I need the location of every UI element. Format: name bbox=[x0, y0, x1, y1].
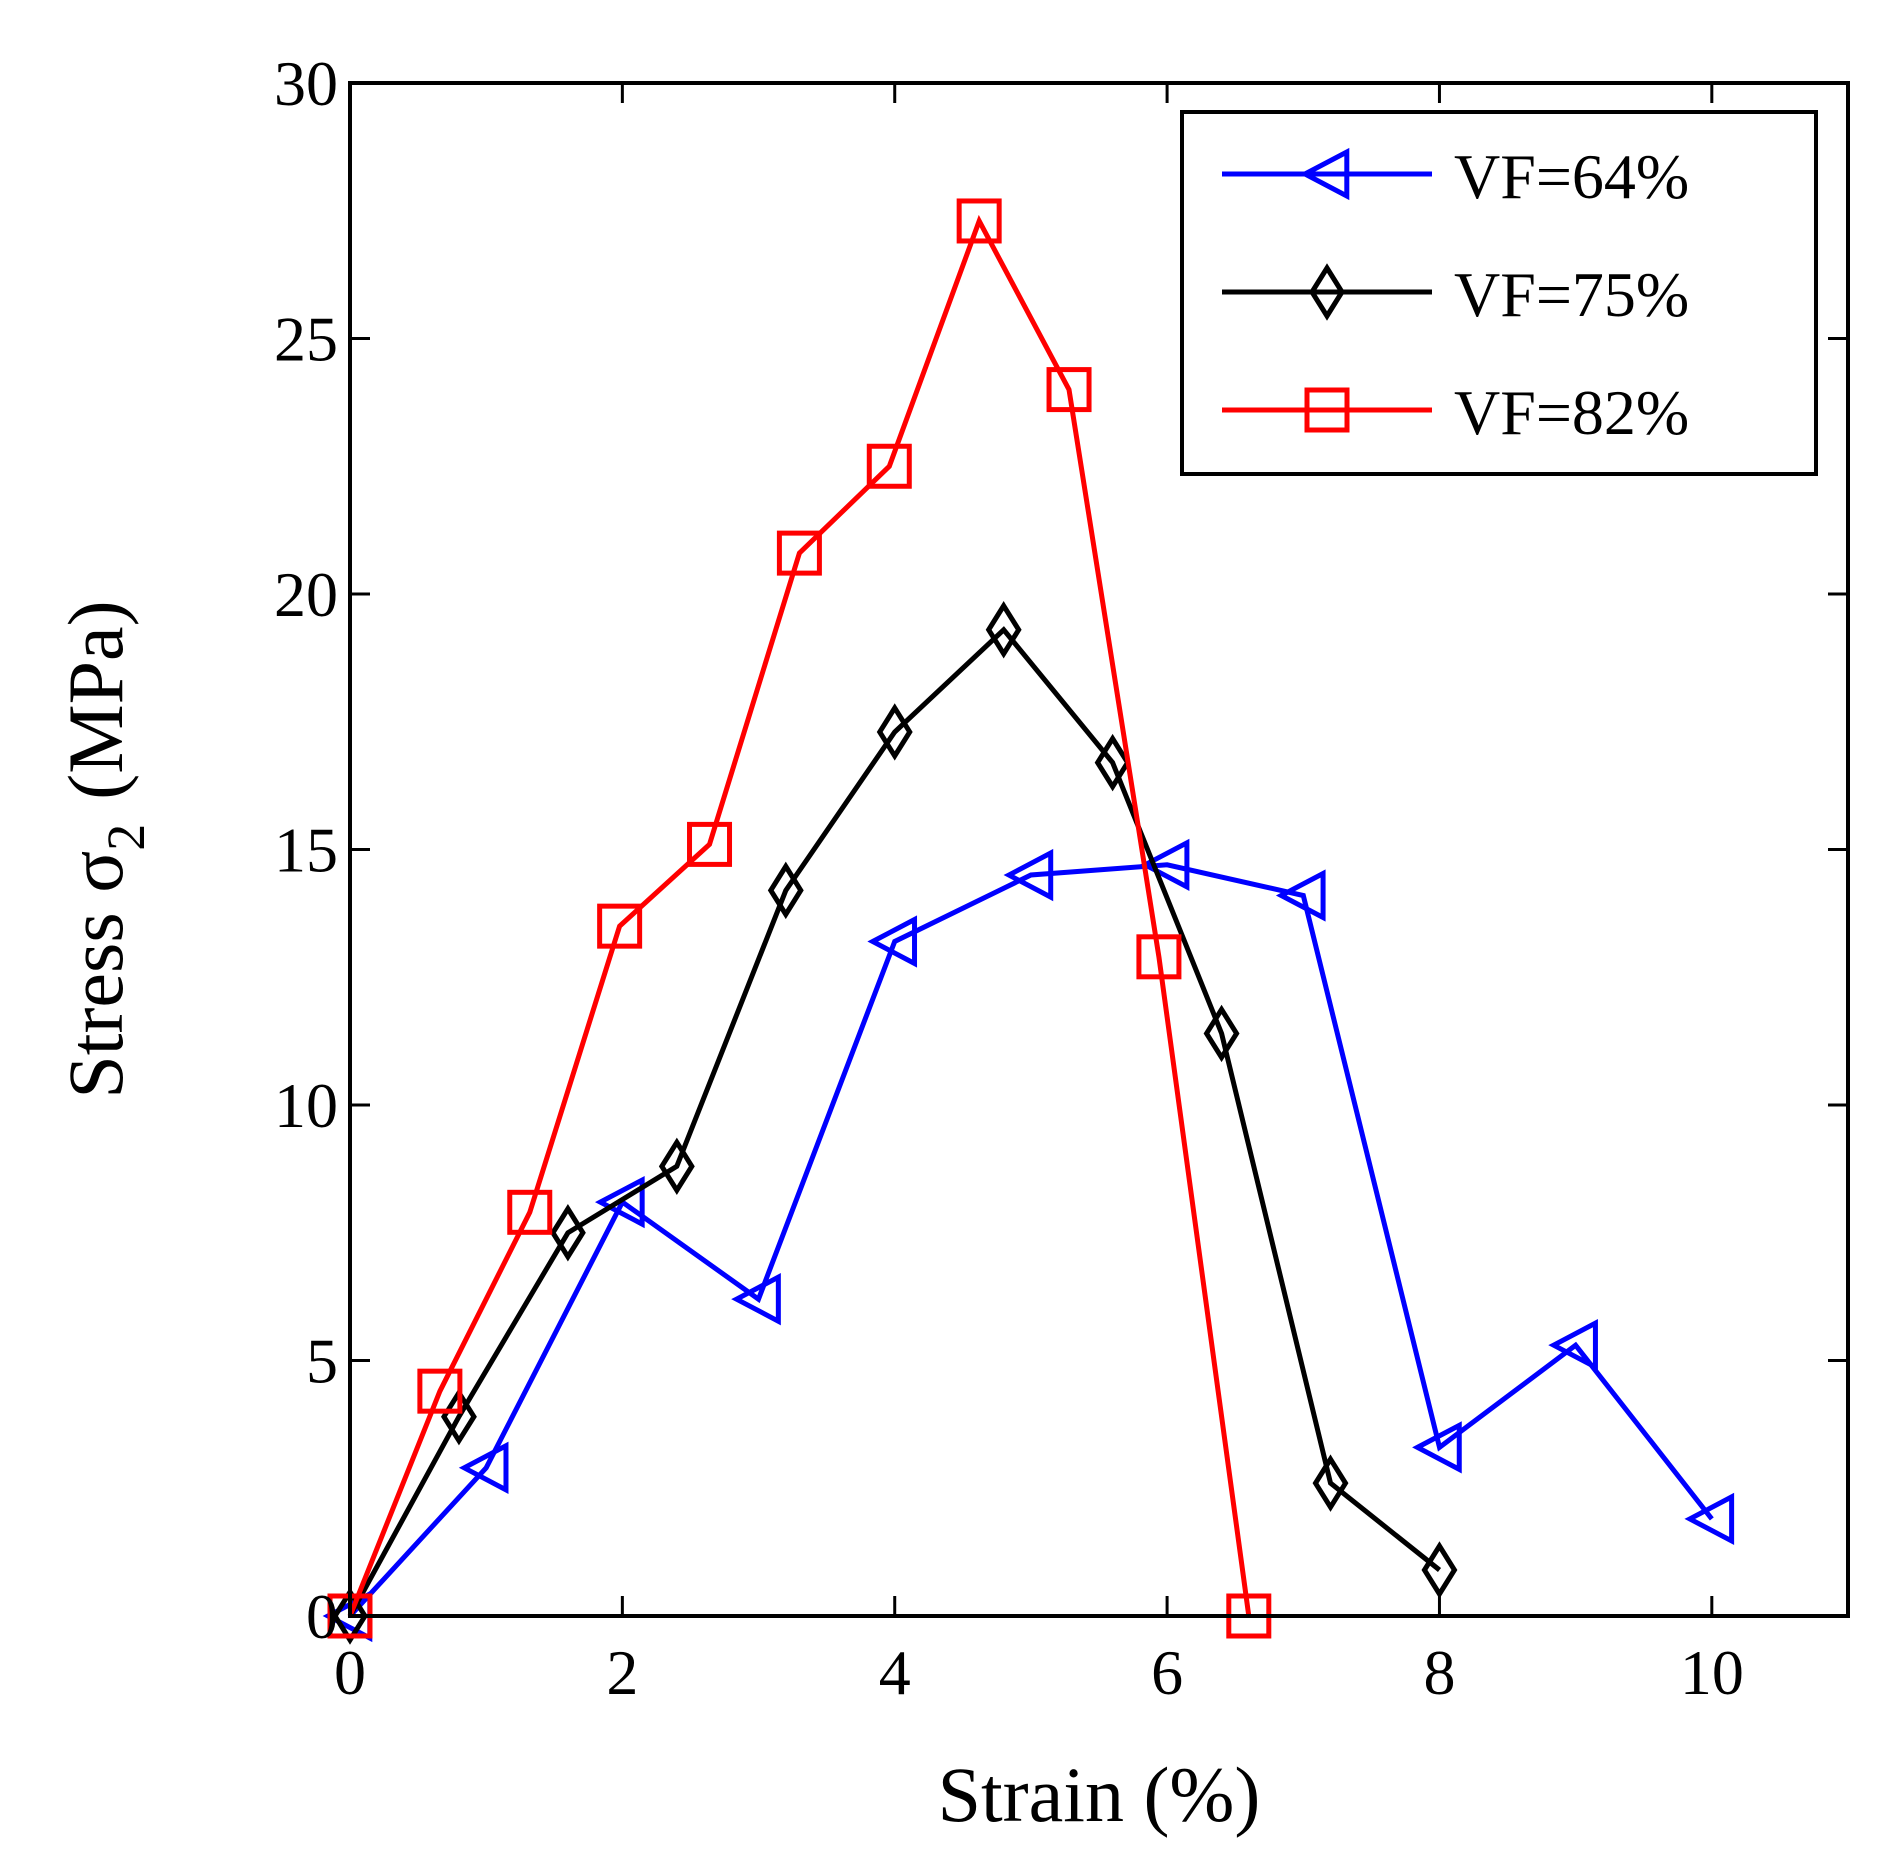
y-tick-label-6: 30 bbox=[274, 48, 338, 119]
legend-item-0: VF=64% bbox=[1222, 141, 1689, 212]
x-tick-label-2: 4 bbox=[879, 1637, 911, 1708]
y-axis-title-main: Stress σ bbox=[52, 851, 139, 1099]
series-line-2 bbox=[347, 214, 1252, 1617]
series-line-0 bbox=[348, 862, 1714, 1618]
x-tick-label-4: 8 bbox=[1423, 1637, 1455, 1708]
legend-item-2: VF=82% bbox=[1222, 377, 1689, 448]
legend: VF=64% VF=75% VF=82% bbox=[1180, 110, 1818, 476]
data-point-2-4 bbox=[687, 821, 733, 867]
y-tick-label-5: 25 bbox=[274, 304, 338, 375]
data-point-1-10 bbox=[1421, 1541, 1458, 1599]
data-point-0-6 bbox=[1139, 838, 1190, 891]
y-tick-label-2: 10 bbox=[274, 1070, 338, 1141]
data-point-1-8 bbox=[1203, 1004, 1240, 1063]
legend-label-0: VF=64% bbox=[1454, 141, 1689, 212]
x-tick-label-1: 2 bbox=[606, 1637, 638, 1708]
x-tick-label-5: 10 bbox=[1680, 1637, 1744, 1708]
data-point-0-10 bbox=[1684, 1492, 1735, 1546]
legend-label-2: VF=82% bbox=[1454, 377, 1689, 448]
legend-items: VF=64% VF=75% VF=82% bbox=[1222, 141, 1689, 448]
y-tick-label-1: 5 bbox=[306, 1326, 338, 1397]
data-point-0-1 bbox=[458, 1441, 509, 1494]
data-point-1-9 bbox=[1312, 1454, 1349, 1512]
data-point-0-9 bbox=[1548, 1319, 1598, 1372]
data-point-2-2 bbox=[507, 1189, 553, 1235]
data-point-2-8 bbox=[1046, 367, 1092, 413]
data-point-1-2 bbox=[549, 1204, 586, 1262]
y-tick-label-4: 20 bbox=[274, 559, 338, 630]
data-point-1-5 bbox=[876, 703, 913, 761]
legend-item-1: VF=75% bbox=[1222, 259, 1689, 330]
series-0 bbox=[322, 838, 1735, 1643]
y-axis-title: Stress σ2 (MPa) bbox=[52, 600, 156, 1098]
data-point-1-6 bbox=[985, 601, 1022, 659]
ticks-layer: 0 2 4 6 8 10 0 5 10 15 20 25 30 bbox=[274, 48, 1848, 1708]
y-tick-label-0: 0 bbox=[306, 1581, 338, 1652]
x-tick-label-0: 0 bbox=[334, 1637, 366, 1708]
x-tick-label-3: 6 bbox=[1151, 1637, 1183, 1708]
data-point-2-9 bbox=[1136, 934, 1182, 980]
data-point-0-3 bbox=[731, 1273, 781, 1326]
legend-label-1: VF=75% bbox=[1454, 259, 1689, 330]
data-point-2-6 bbox=[866, 443, 912, 489]
y-tick-label-3: 15 bbox=[274, 815, 338, 886]
data-point-0-2 bbox=[594, 1175, 645, 1229]
data-point-0-7 bbox=[1275, 869, 1326, 922]
legend-marker-0 bbox=[1299, 147, 1350, 201]
data-point-1-7 bbox=[1094, 733, 1131, 792]
data-point-2-3 bbox=[597, 903, 643, 949]
data-point-1-3 bbox=[658, 1137, 695, 1196]
legend-marker-2 bbox=[1304, 387, 1350, 433]
y-axis-title-subscript: 2 bbox=[96, 824, 156, 851]
data-point-2-5 bbox=[776, 530, 822, 576]
data-point-0-8 bbox=[1412, 1421, 1462, 1474]
data-point-1-4 bbox=[767, 861, 804, 920]
data-point-1-0 bbox=[332, 1587, 368, 1645]
x-axis-title: Strain (%) bbox=[938, 1751, 1261, 1838]
data-point-2-7 bbox=[956, 198, 1002, 244]
y-axis-title-unit: (MPa) bbox=[52, 600, 139, 799]
data-point-2-1 bbox=[417, 1368, 463, 1414]
series-line-1 bbox=[347, 626, 1442, 1618]
legend-marker-1 bbox=[1309, 263, 1345, 321]
data-point-0-4 bbox=[867, 915, 918, 968]
series-layer bbox=[322, 198, 1735, 1645]
data-point-0-5 bbox=[1003, 848, 1054, 902]
series-1 bbox=[332, 601, 1458, 1645]
